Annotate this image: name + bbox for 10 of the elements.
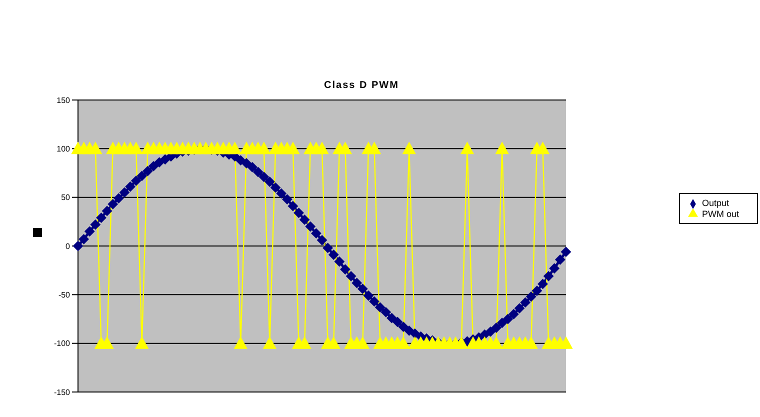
y-tick-label: 0 bbox=[66, 242, 71, 251]
legend-label: Output bbox=[702, 198, 730, 208]
y-tick-label: -50 bbox=[58, 290, 71, 300]
chart-title: Class D PWM bbox=[323, 80, 400, 91]
y-tick-label: 100 bbox=[56, 144, 71, 154]
y-tick-label: 150 bbox=[56, 96, 71, 105]
y-tick-label: 50 bbox=[61, 193, 71, 202]
y-tick-label: -150 bbox=[54, 388, 71, 397]
legend-label: PWM out bbox=[702, 208, 739, 218]
y-tick-label: -100 bbox=[54, 339, 71, 348]
